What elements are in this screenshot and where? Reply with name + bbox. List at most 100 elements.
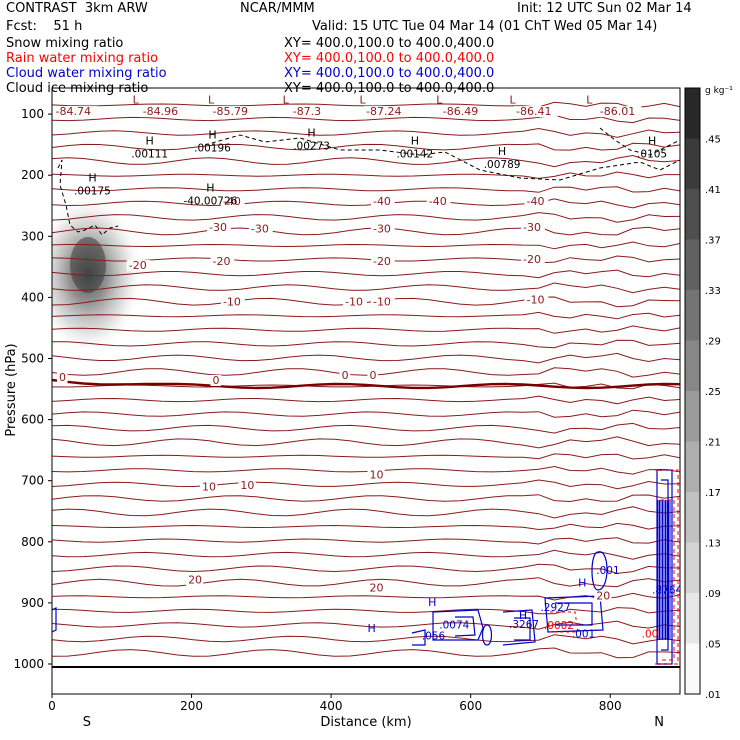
isotherm-label: -20 xyxy=(373,255,391,268)
colorbar-units: g kg⁻¹ xyxy=(705,86,733,96)
high-marker-value: .00196 xyxy=(194,143,231,155)
isotherm-line xyxy=(52,537,680,545)
y-tick-label: 800 xyxy=(21,535,44,549)
isotherm-label: -87.3 xyxy=(293,105,321,118)
isotherm-label-bg xyxy=(370,223,395,235)
isotherm-label: 10 xyxy=(369,469,383,482)
low-marker: L xyxy=(208,94,215,107)
high-marker-value: .00142 xyxy=(396,149,433,161)
cloud-water-contour xyxy=(591,551,608,591)
field-label-cloud-water: Cloud water mixing ratio xyxy=(6,66,167,81)
cloud-water-contour xyxy=(656,469,673,665)
isotherm-line xyxy=(52,198,680,209)
high-marker: H xyxy=(206,182,214,195)
low-marker: L xyxy=(509,94,516,107)
isotherm-label: -10 xyxy=(526,293,544,306)
isotherm-label: -10 xyxy=(223,296,241,309)
isotherm-label-bg xyxy=(186,574,204,586)
isotherm-line xyxy=(52,465,680,475)
isotherm-line xyxy=(52,453,680,460)
isotherm-zero xyxy=(52,378,680,390)
colorbar-label: .45 xyxy=(705,135,721,146)
isotherm-label-bg xyxy=(56,371,68,383)
isotherm-label-bg xyxy=(220,296,245,308)
y-tick-label: 300 xyxy=(21,229,44,243)
high-marker-value: .00273 xyxy=(293,141,330,153)
field-xy-cloud-water: XY= 400.0,100.0 to 400.0,400.0 xyxy=(284,66,495,81)
isotherm-line xyxy=(52,226,680,236)
cloud-water-contour xyxy=(514,617,531,641)
isotherm-label-bg xyxy=(290,106,328,118)
isotherm-label-bg xyxy=(248,223,273,235)
isotherm-label-bg xyxy=(53,106,98,118)
colorbar-label: .41 xyxy=(705,185,721,196)
isotherm-label: 0 xyxy=(212,374,219,387)
isotherm-label-bg xyxy=(524,294,549,306)
endpoint-south: S xyxy=(83,715,91,730)
isotherm-label: -86.41 xyxy=(516,105,551,118)
high-marker: H xyxy=(367,622,375,635)
isotherm-label: -86.01 xyxy=(600,105,635,118)
isotherm-line xyxy=(52,311,680,320)
low-marker: L xyxy=(359,94,366,107)
isotherm-line xyxy=(52,282,680,294)
isotherm-line xyxy=(52,549,680,560)
isotherm-label-bg xyxy=(521,253,545,265)
isotherm-line xyxy=(52,607,680,615)
isotherm-label: -30 xyxy=(251,222,269,235)
colorbar-swatch xyxy=(685,239,700,290)
high-marker: H xyxy=(411,135,419,148)
isotherm-label: -10 xyxy=(373,296,391,309)
field-label-rain: Rain water mixing ratio xyxy=(6,51,159,66)
isotherm-label-bg xyxy=(521,222,545,234)
snow-mixing-ratio-core xyxy=(70,237,106,293)
isotherm-label: -86.49 xyxy=(443,105,478,118)
x-tick-label: 200 xyxy=(180,699,203,713)
isotherm-line xyxy=(52,409,680,418)
isotherm-line xyxy=(52,212,680,223)
cloud-ice-contour xyxy=(599,127,680,156)
cloud-water-contour xyxy=(411,629,426,646)
y-tick-label: 100 xyxy=(21,107,44,121)
high-marker-value: .0105 xyxy=(637,149,667,161)
isotherm-line xyxy=(52,127,680,138)
isotherm-label-bg xyxy=(597,106,642,118)
isotherm-label-bg xyxy=(339,370,351,382)
cloud-water-contour xyxy=(544,595,604,633)
isotherm-label: -20 xyxy=(129,259,147,272)
low-marker: L xyxy=(283,94,290,107)
isotherm-line xyxy=(52,325,680,334)
isotherm-line xyxy=(52,101,680,109)
colorbar-label: .37 xyxy=(705,236,721,247)
isotherm-line xyxy=(52,269,680,279)
cloud-water-label: .2927 xyxy=(540,602,570,614)
high-marker: H xyxy=(146,135,154,148)
isotherm-label: -30 xyxy=(209,221,227,234)
y-tick-label: 200 xyxy=(21,168,44,182)
isotherm-label: -87.24 xyxy=(366,105,401,118)
high-marker: H xyxy=(498,145,506,158)
y-axis-label: Pressure (hPa) xyxy=(4,343,19,436)
isotherm-label: -40 xyxy=(223,195,241,208)
isotherm-label-bg xyxy=(238,480,256,492)
isotherm-label: -40 xyxy=(526,195,544,208)
isotherm-label: 10 xyxy=(202,480,216,493)
cloud-water-contour xyxy=(52,607,57,633)
colorbar-swatch xyxy=(685,88,700,139)
isotherm-label: -40 xyxy=(373,195,391,208)
isotherm-label: 0 xyxy=(59,371,66,384)
high-marker: H xyxy=(648,135,656,148)
isotherm-label-bg xyxy=(207,222,231,234)
field-label-snow: Snow mixing ratio xyxy=(6,36,124,51)
isotherm-line xyxy=(52,436,680,449)
endpoint-north: N xyxy=(654,715,664,730)
isotherm-line xyxy=(52,171,680,179)
colorbar-swatch xyxy=(685,441,700,492)
isotherm-label: -84.74 xyxy=(55,105,90,118)
low-marker: L xyxy=(133,94,140,107)
cloud-water-contour xyxy=(432,609,484,641)
isotherm-line xyxy=(52,352,680,364)
isotherm-line xyxy=(52,255,680,264)
isotherm-label-bg xyxy=(200,481,218,493)
high-marker: H xyxy=(428,596,436,609)
